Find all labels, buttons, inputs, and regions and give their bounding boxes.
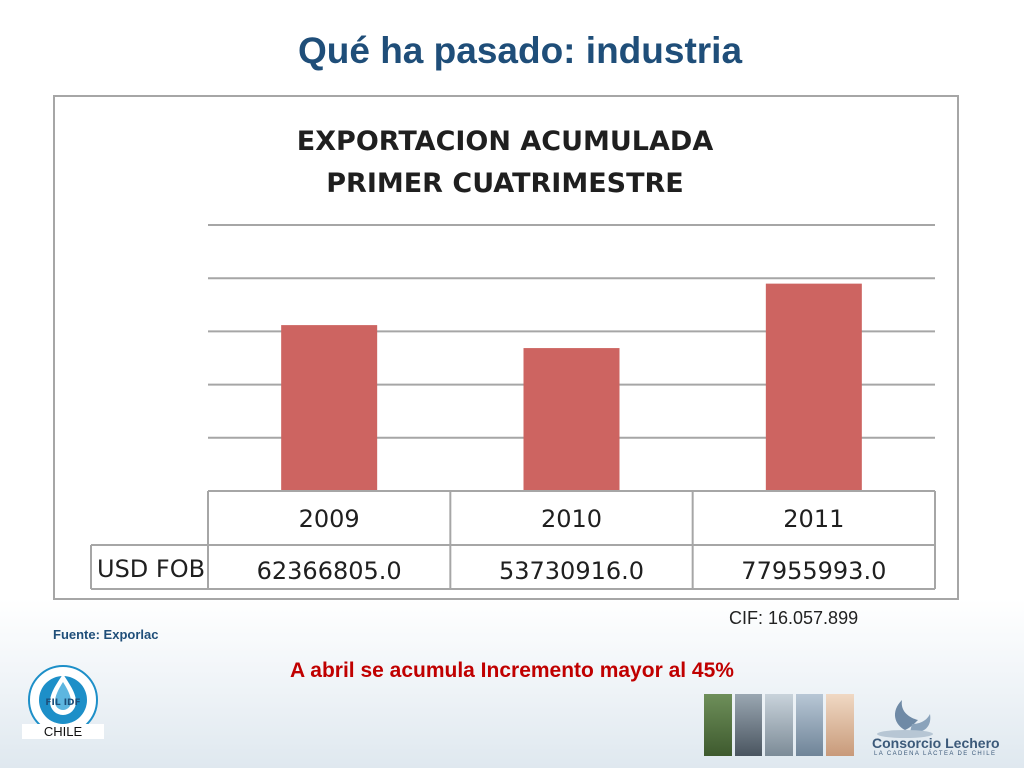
data-value-label: 53730916.0: [499, 557, 644, 585]
photo-child: [826, 694, 854, 756]
headline: A abril se acumula Incremento mayor al 4…: [290, 659, 734, 682]
cif-note: CIF: 16.057.899: [729, 608, 859, 628]
bar-chart: EXPORTACION ACUMULADA PRIMER CUATRIMESTR…: [90, 126, 936, 590]
slide-title: Qué ha pasado: industria: [297, 30, 743, 71]
bar-2010: [523, 348, 620, 491]
photo-dairy-plant: [734, 694, 763, 756]
x-tick-label: 2011: [783, 505, 844, 533]
x-tick-label: 2010: [541, 505, 602, 533]
bar-2009: [281, 325, 378, 491]
chart-title-line-1: EXPORTACION ACUMULADA: [297, 126, 714, 157]
data-value-label: 62366805.0: [257, 557, 402, 585]
x-tick-label: 2009: [299, 505, 360, 533]
fil-idf-logo: FIL IDF: [28, 665, 98, 735]
chart-frame: EXPORTACION ACUMULADA PRIMER CUATRIMESTR…: [53, 95, 959, 600]
fil-idf-logo-text: FIL IDF: [45, 698, 80, 708]
data-table: USD FOB 2009 62366805.0 2010 53730916.0 2011 7…: [90, 490, 936, 590]
chart-title-line-2: PRIMER CUATRIMESTRE: [326, 168, 684, 199]
photo-cows: [704, 694, 732, 756]
consorcio-lechero-name: Consorcio Lechero: [872, 735, 1000, 751]
photo-tanks: [765, 694, 793, 756]
photo-truck: [795, 694, 824, 756]
chile-label: CHILE: [22, 724, 104, 739]
source-note: Fuente: Exporlac: [53, 627, 159, 642]
bars: [281, 283, 862, 491]
consorcio-lechero-tagline: LA CADENA LÁCTEA DE CHILE: [874, 751, 997, 757]
photo-strip: [704, 694, 854, 756]
table-series-label: USD FOB: [97, 555, 205, 583]
consorcio-lechero-logo: [877, 700, 933, 738]
data-value-label: 77955993.0: [741, 557, 886, 585]
bar-2011: [765, 283, 862, 491]
